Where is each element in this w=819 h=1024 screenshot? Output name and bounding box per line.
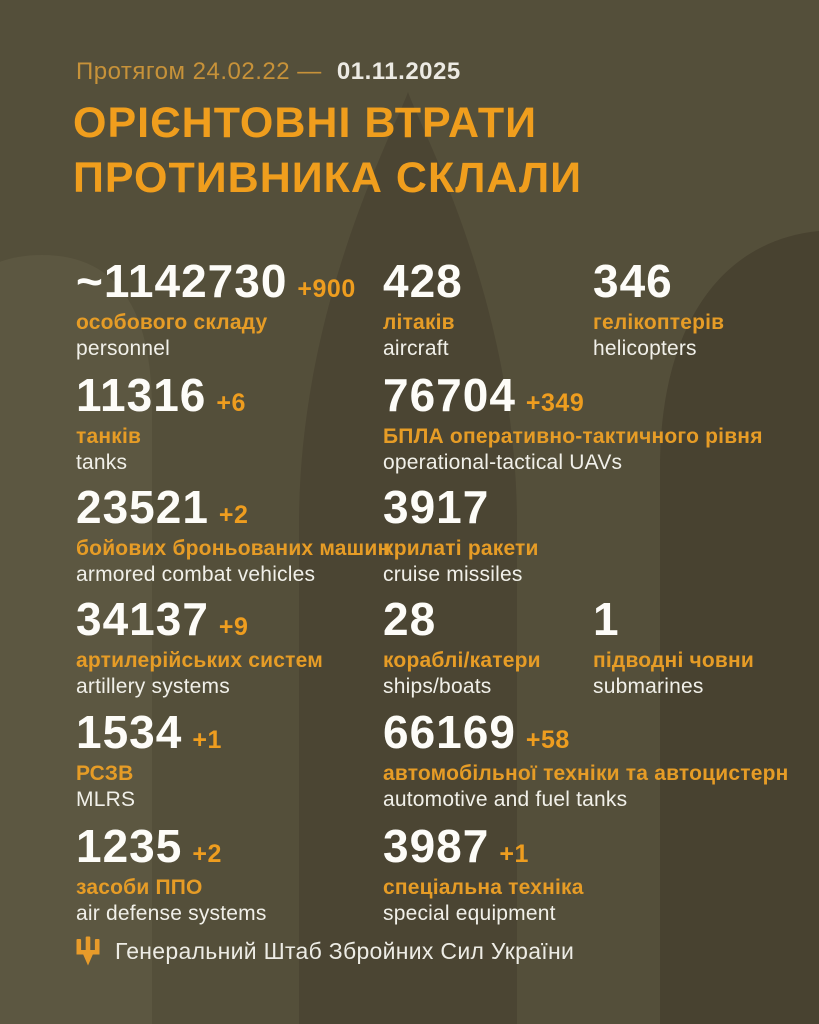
stat-value: 428: [383, 255, 463, 307]
period-date-text: 01.11.2025: [336, 58, 461, 85]
left-shell-silhouette: [0, 255, 152, 1024]
stat-label-uk: бойових броньованих машин: [76, 536, 391, 560]
stat-label-en: tanks: [76, 450, 128, 474]
stat-value: 346: [593, 255, 673, 307]
stat-label-uk: літаків: [383, 310, 455, 334]
stat-label-en: operational-tactical UAVs: [383, 450, 623, 474]
stat-value: 28: [383, 593, 437, 645]
stat-automotive: 66169 +58 автомобільної техніки та автоц…: [383, 707, 789, 812]
stat-artillery: 34137 +9 артилерійських систем artillery…: [76, 594, 323, 699]
stat-label-en: personnel: [76, 336, 171, 360]
stat-label-uk: гелікоптерів: [593, 310, 725, 334]
ukraine-trident-icon: [76, 936, 100, 966]
stat-label-uk: особового складу: [76, 310, 268, 334]
stat-value: 3917: [383, 481, 490, 533]
title-line-2: ПРОТИВНИКА СКЛАЛИ: [73, 154, 583, 202]
stat-label-en: ships/boats: [383, 674, 492, 698]
stat-delta: +6: [216, 389, 246, 417]
stat-label-uk: артилерійських систем: [76, 648, 323, 672]
stat-special-equipment: 3987 +1 спеціальна техніка special equip…: [383, 821, 584, 926]
stat-value: 3987: [383, 820, 490, 872]
stat-label-uk: підводні човни: [593, 648, 755, 672]
stat-label-en: cruise missiles: [383, 562, 523, 586]
stat-value: 34137: [76, 593, 209, 645]
stat-label-uk: РСЗВ: [76, 761, 134, 785]
stat-delta: +1: [192, 726, 222, 754]
stat-value: ~1142730: [76, 255, 288, 307]
stat-delta: +2: [218, 501, 249, 529]
stat-air-defense: 1235 +2 засоби ППО air defense systems: [76, 821, 267, 926]
stat-delta: +9: [218, 613, 249, 641]
stat-submarines: 1 підводні човни submarines: [593, 594, 754, 699]
stat-uavs: 76704 +349 БПЛА оперативно-тактичного рі…: [383, 370, 763, 475]
right-shell-silhouette: [660, 231, 819, 1024]
stat-label-en: air defense systems: [76, 901, 267, 925]
stat-label-uk: крилаті ракети: [383, 536, 539, 560]
title-line-1: ОРІЄНТОВНІ ВТРАТИ: [73, 99, 538, 147]
stat-label-uk: кораблі/катери: [383, 648, 541, 672]
stat-delta: +58: [525, 726, 570, 754]
middle-shell-silhouette: [299, 92, 517, 1024]
stat-delta: +1: [499, 840, 529, 868]
stat-label-en: MLRS: [76, 787, 136, 811]
stat-label-uk: танків: [76, 424, 142, 448]
stat-label-en: automotive and fuel tanks: [383, 787, 628, 811]
stat-aircraft: 428 літаків aircraft: [383, 256, 463, 361]
stat-label-uk: засоби ППО: [76, 875, 203, 899]
stat-mlrs: 1534 +1 РСЗВ MLRS: [76, 707, 222, 812]
stat-value: 76704: [383, 369, 516, 421]
stat-personnel: ~1142730 +900 особового складу personnel: [76, 256, 356, 361]
stat-value: 1534: [76, 706, 183, 758]
stat-value: 11316: [76, 369, 207, 421]
stat-delta: +2: [192, 840, 222, 868]
stat-helicopters: 346 гелікоптерів helicopters: [593, 256, 724, 361]
stat-label-uk: БПЛА оперативно-тактичного рівня: [383, 424, 763, 448]
page-title: ОРІЄНТОВНІ ВТРАТИ ПРОТИВНИКА СКЛАЛИ: [73, 96, 582, 206]
stat-label-uk: спеціальна техніка: [383, 875, 584, 899]
stat-delta: +900: [297, 275, 356, 303]
stat-value: 23521: [76, 481, 209, 533]
stat-label-en: armored combat vehicles: [76, 562, 316, 586]
report-period: Протягом 24.02.22 — 01.11.2025: [76, 58, 461, 86]
stat-label-en: aircraft: [383, 336, 449, 360]
stat-delta: +349: [525, 389, 585, 417]
stat-label-en: submarines: [593, 674, 704, 698]
footer: Генеральний Штаб Збройних Сил України: [76, 936, 574, 966]
org-name: Генеральний Штаб Збройних Сил України: [115, 937, 575, 964]
stat-label-en: special equipment: [383, 901, 556, 925]
stat-label-en: helicopters: [593, 336, 697, 360]
period-range-text: Протягом 24.02.22 —: [76, 58, 322, 85]
stat-value: 1: [593, 593, 620, 645]
stat-cruise-missiles: 3917 крилаті ракети cruise missiles: [383, 482, 539, 587]
stat-ships: 28 кораблі/катери ships/boats: [383, 594, 541, 699]
stat-tanks: 11316 +6 танків tanks: [76, 370, 246, 475]
stat-value: 66169: [383, 706, 516, 758]
stat-armored-vehicles: 23521 +2 бойових броньованих машин armor…: [76, 482, 390, 587]
stat-value: 1235: [76, 820, 183, 872]
stat-label-uk: автомобільної техніки та автоцистерн: [383, 761, 789, 785]
stat-label-en: artillery systems: [76, 674, 230, 698]
